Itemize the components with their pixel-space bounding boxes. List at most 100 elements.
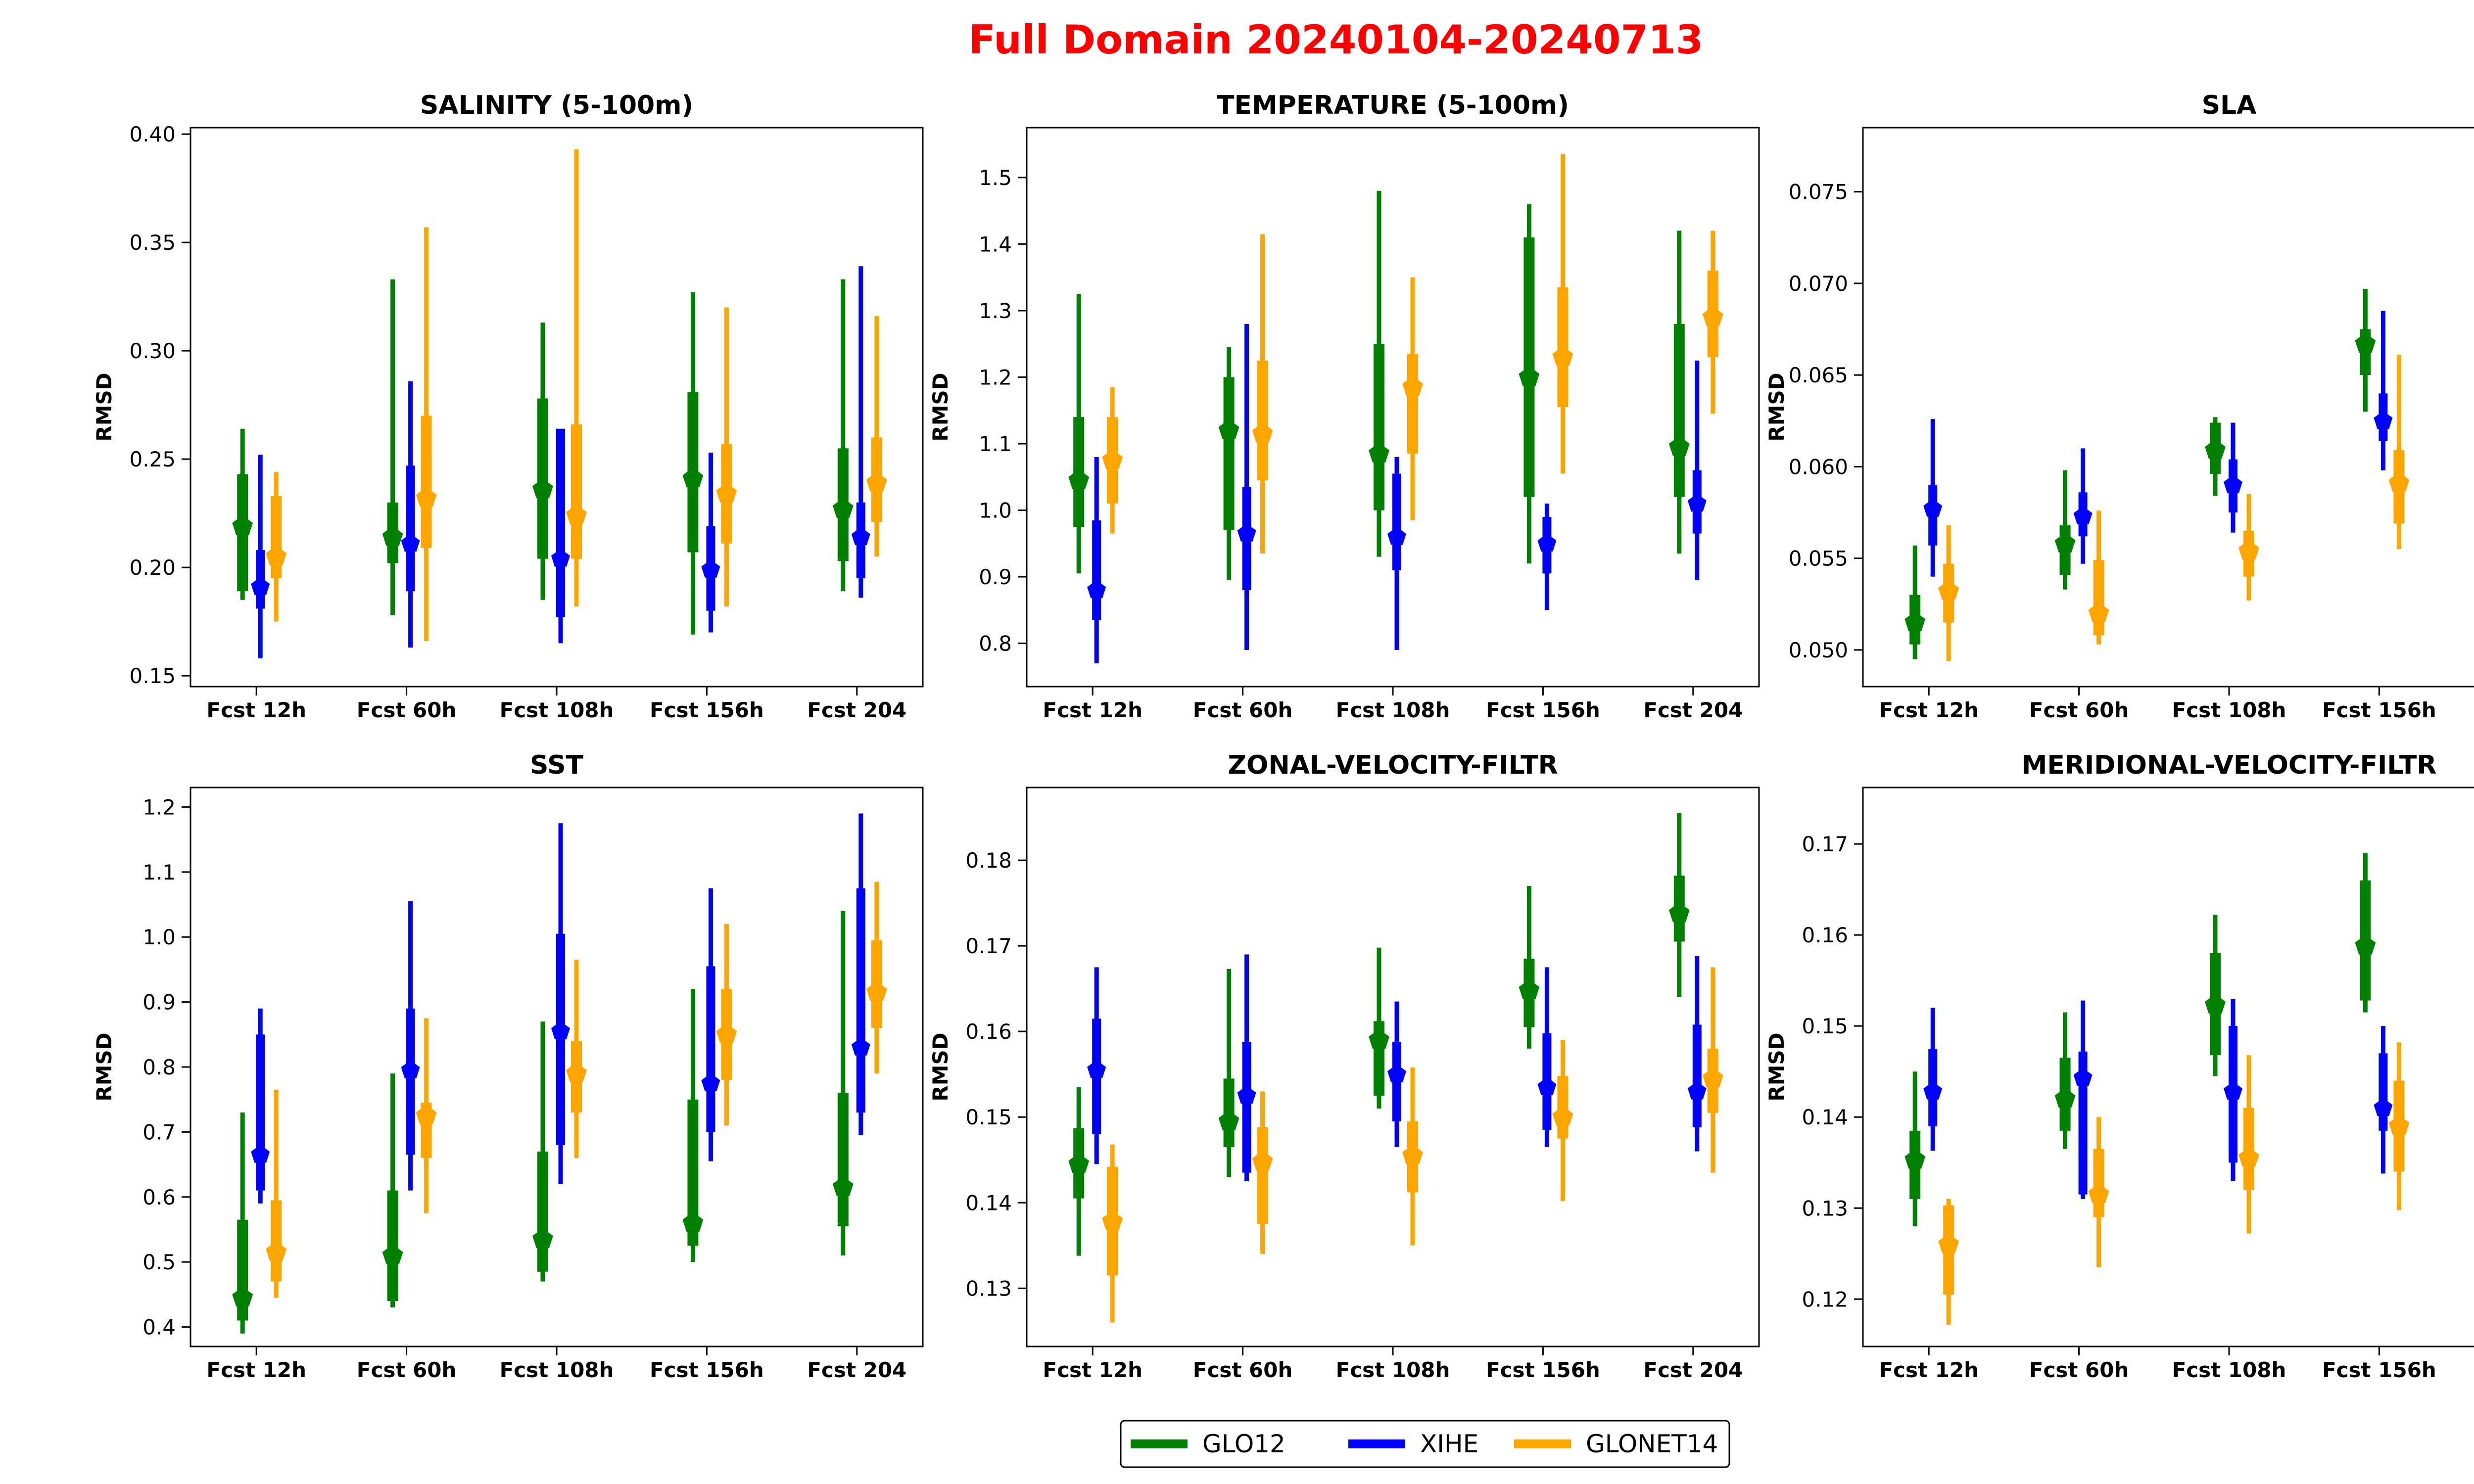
x-tick-label: Fcst 204: [807, 1358, 906, 1382]
median-marker: [532, 478, 553, 499]
median-marker: [1087, 1060, 1106, 1078]
y-tick-label: 0.35: [129, 231, 176, 255]
median-marker: [1537, 533, 1557, 552]
series-glo12: [1904, 853, 2376, 1227]
y-tick-label: 0.16: [1802, 923, 1848, 947]
median-marker: [832, 498, 854, 518]
x-tick-label: Fcst 108h: [2172, 1358, 2286, 1382]
y-tick-label: 0.17: [1802, 832, 1848, 856]
plot-frame: [190, 127, 924, 688]
subplot-title: TEMPERATURE (5-100m): [1217, 91, 1569, 120]
median-marker: [401, 533, 420, 552]
series-xihe: [251, 266, 870, 659]
median-marker: [1102, 449, 1123, 469]
subplot-title: SST: [530, 750, 584, 780]
median-marker: [2224, 1081, 2242, 1100]
y-tick-label: 0.14: [1802, 1105, 1848, 1129]
plot-frame: [1862, 127, 2474, 688]
x-tick-label: Fcst 156h: [1486, 698, 1600, 722]
x-tick-label: Fcst 12h: [1043, 1358, 1142, 1382]
y-tick-label: 0.12: [1802, 1287, 1848, 1311]
y-tick-label: 1.0: [143, 925, 176, 949]
y-tick-label: 0.6: [143, 1185, 176, 1209]
figure-title: Full Domain 20240104-20240713: [968, 17, 1703, 63]
x-tick-label: Fcst 60h: [357, 698, 457, 722]
y-tick-label: 0.13: [1802, 1196, 1848, 1220]
series-glo12: [1068, 190, 1690, 580]
y-tick-label: 0.060: [1789, 455, 1848, 479]
median-marker: [251, 1145, 270, 1163]
median-marker: [1087, 580, 1106, 599]
median-marker: [1702, 306, 1723, 326]
median-marker: [416, 487, 437, 507]
y-tick-label: 0.9: [143, 990, 176, 1015]
median-marker: [2238, 1147, 2259, 1167]
y-tick-label: 0.050: [1789, 638, 1848, 662]
y-tick-label: 1.0: [979, 499, 1012, 523]
legend-entry-glonet14: GLONET14: [1514, 1430, 1718, 1458]
x-tick-label: Fcst 156h: [1486, 1358, 1600, 1382]
x-tick-label: Fcst 204: [1643, 698, 1743, 722]
median-marker: [1687, 494, 1707, 512]
y-tick-label: 0.070: [1789, 272, 1848, 296]
median-marker: [1668, 436, 1690, 456]
y-tick-label: 0.25: [129, 447, 176, 471]
median-marker: [266, 546, 287, 565]
plot-frame: [1026, 787, 1760, 1347]
median-marker: [701, 1073, 720, 1091]
median-marker: [682, 1212, 704, 1232]
y-tick-label: 0.055: [1789, 547, 1848, 571]
y-tick-label: 1.2: [143, 795, 176, 819]
median-marker: [1552, 346, 1573, 366]
subplot-title: ZONAL-VELOCITY-FILTR: [1228, 750, 1558, 780]
median-marker: [382, 1245, 403, 1264]
median-marker: [2388, 1115, 2410, 1135]
legend-label: GLONET14: [1586, 1430, 1718, 1458]
series-xihe: [1923, 311, 2393, 577]
series-glo12: [232, 279, 854, 635]
x-tick-label: Fcst 108h: [1336, 1358, 1450, 1382]
x-tick-label: Fcst 108h: [500, 1358, 614, 1382]
series-glonet14: [1102, 154, 1723, 554]
y-tick-label: 1.4: [979, 232, 1012, 256]
y-tick-label: 0.8: [143, 1055, 176, 1079]
y-tick-label: 1.2: [979, 365, 1012, 389]
x-tick-label: Fcst 204: [1643, 1358, 1743, 1382]
x-tick-label: Fcst 108h: [1336, 698, 1450, 722]
x-tick-label: Fcst 60h: [2029, 698, 2129, 722]
median-marker: [1938, 1233, 1959, 1253]
median-marker: [2205, 439, 2226, 459]
median-marker: [1923, 499, 1943, 517]
series-glonet14: [266, 149, 887, 642]
subplot-5: ZONAL-VELOCITY-FILTR 0.13 0.14 0.15 0.16 0.17…: [928, 750, 1760, 1382]
median-marker: [551, 1021, 570, 1039]
subplot-title: SALINITY (5-100m): [420, 91, 693, 120]
x-tick-label: Fcst 108h: [500, 698, 614, 722]
median-marker: [2388, 472, 2410, 492]
median-marker: [266, 1241, 287, 1261]
median-marker: [2224, 475, 2242, 493]
y-axis-label: RMSD: [92, 1032, 116, 1101]
series-glonet14: [266, 881, 887, 1298]
median-marker: [382, 526, 403, 546]
legend-label: XIHE: [1420, 1430, 1478, 1458]
median-marker: [2374, 1098, 2393, 1116]
median-marker: [832, 1176, 854, 1196]
median-marker: [2054, 533, 2076, 553]
legend-entry-glo12: GLO12: [1131, 1430, 1285, 1458]
median-marker: [416, 1105, 437, 1125]
x-tick-label: Fcst 12h: [1879, 1358, 1979, 1382]
median-marker: [1369, 443, 1389, 463]
median-marker: [1519, 366, 1540, 386]
median-marker: [251, 577, 270, 595]
y-tick-label: 0.4: [143, 1315, 176, 1340]
median-marker: [1687, 1081, 1707, 1100]
median-marker: [2238, 540, 2259, 560]
y-tick-label: 0.18: [965, 848, 1012, 873]
median-marker: [1938, 580, 1959, 601]
median-marker: [866, 981, 887, 1001]
plot-frame: [1862, 787, 2474, 1347]
median-marker: [1904, 1149, 1926, 1169]
median-marker: [1237, 1086, 1256, 1104]
